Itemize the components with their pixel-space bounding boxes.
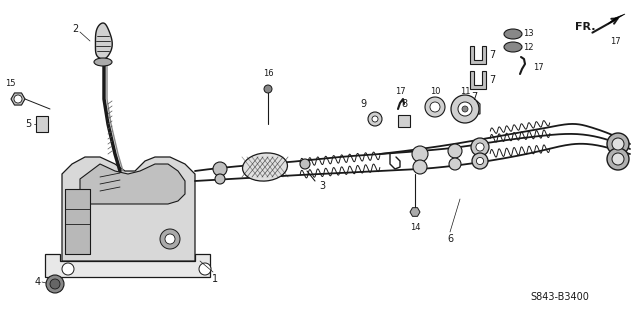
Circle shape	[368, 112, 382, 126]
Text: FR.: FR.	[575, 22, 595, 32]
Polygon shape	[45, 254, 210, 277]
Circle shape	[430, 102, 440, 112]
Polygon shape	[62, 157, 195, 261]
Text: 14: 14	[410, 222, 420, 232]
Circle shape	[612, 138, 624, 150]
Text: 11: 11	[460, 86, 470, 95]
Text: 17: 17	[532, 63, 543, 71]
Circle shape	[372, 116, 378, 122]
Text: 17: 17	[395, 86, 405, 95]
Circle shape	[471, 138, 489, 156]
Text: 8: 8	[401, 99, 407, 109]
Polygon shape	[468, 101, 480, 114]
Text: 5: 5	[25, 119, 31, 129]
Circle shape	[472, 153, 488, 169]
Ellipse shape	[243, 153, 287, 181]
Circle shape	[448, 144, 462, 158]
Circle shape	[412, 146, 428, 162]
Polygon shape	[608, 14, 625, 24]
Circle shape	[46, 275, 64, 293]
Circle shape	[62, 263, 74, 275]
Circle shape	[458, 102, 472, 116]
Text: 4: 4	[35, 277, 41, 287]
Circle shape	[50, 279, 60, 289]
Circle shape	[607, 133, 629, 155]
Polygon shape	[65, 189, 90, 254]
Text: 7: 7	[471, 92, 477, 102]
Text: 10: 10	[429, 86, 440, 95]
Circle shape	[165, 234, 175, 244]
Circle shape	[215, 174, 225, 184]
Text: 16: 16	[262, 70, 273, 78]
Circle shape	[160, 229, 180, 249]
Text: 2: 2	[72, 24, 78, 34]
Circle shape	[264, 85, 272, 93]
Text: 7: 7	[489, 50, 495, 60]
Text: 17: 17	[610, 36, 620, 46]
Text: 12: 12	[523, 42, 533, 51]
Circle shape	[199, 263, 211, 275]
Text: 15: 15	[4, 79, 15, 88]
Circle shape	[213, 162, 227, 176]
Polygon shape	[410, 208, 420, 216]
Text: 3: 3	[319, 181, 325, 191]
Polygon shape	[470, 46, 486, 64]
Circle shape	[300, 159, 310, 169]
Circle shape	[451, 95, 479, 123]
Text: 9: 9	[360, 99, 366, 109]
Polygon shape	[470, 71, 486, 89]
FancyBboxPatch shape	[36, 116, 48, 132]
Text: 7: 7	[489, 75, 495, 85]
Ellipse shape	[504, 42, 522, 52]
FancyBboxPatch shape	[398, 115, 410, 127]
Circle shape	[607, 148, 629, 170]
Ellipse shape	[94, 58, 112, 66]
Text: S843-B3400: S843-B3400	[530, 292, 589, 302]
Circle shape	[413, 160, 427, 174]
Circle shape	[462, 106, 468, 112]
Polygon shape	[95, 23, 112, 59]
Circle shape	[612, 153, 624, 165]
Polygon shape	[11, 93, 25, 105]
Circle shape	[425, 97, 445, 117]
Circle shape	[476, 143, 484, 151]
Text: 13: 13	[523, 29, 533, 39]
Circle shape	[476, 157, 484, 165]
Polygon shape	[80, 164, 185, 204]
Circle shape	[14, 95, 22, 103]
Text: 6: 6	[447, 234, 453, 244]
Text: 1: 1	[212, 274, 218, 284]
Circle shape	[449, 158, 461, 170]
Ellipse shape	[504, 29, 522, 39]
